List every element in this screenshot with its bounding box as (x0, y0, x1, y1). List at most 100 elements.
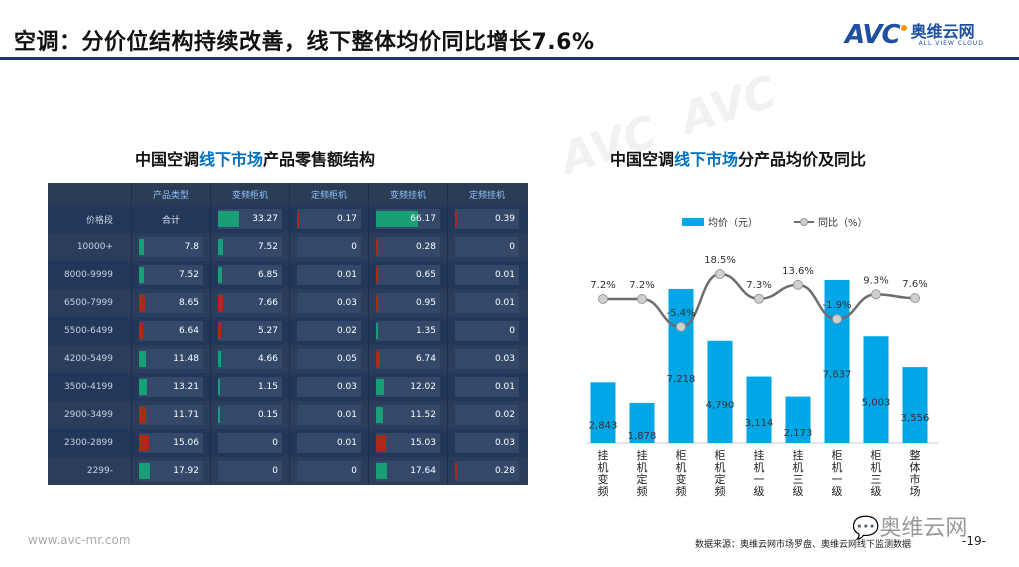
cell-value: 0.02 (336, 326, 357, 336)
price-band-label: 价格段 (85, 215, 113, 226)
wechat-watermark: 💬奥维云网 (852, 516, 968, 541)
cell-value: 0.05 (336, 354, 357, 364)
yoy-point (676, 321, 686, 332)
logo-mark: AVC (845, 20, 901, 50)
logo-cn: 奥维云网 (910, 21, 975, 41)
cell-value: 0.03 (336, 298, 357, 308)
column-header: 定频柜机 (289, 183, 368, 205)
logo-dot (900, 25, 907, 31)
table-row: 2900-3499 11.71 0.15 0.01 11.52 0.02 (48, 401, 528, 429)
table-cell: 11.71 (139, 405, 203, 425)
cell-value: 11.52 (410, 410, 436, 420)
cell-value: 0 (351, 242, 357, 252)
table-cell: 0.03 (297, 377, 361, 397)
table-cell: 13.21 (139, 377, 203, 397)
bar (863, 336, 889, 443)
category-label: 整体市场 (910, 448, 921, 498)
bar (785, 396, 811, 443)
share-bar (218, 379, 220, 395)
cell-value: 13.21 (173, 382, 199, 392)
cell-value: 0.01 (336, 270, 357, 280)
table-row: 2299- 17.92 0 0 17.64 0.28 (48, 457, 528, 485)
yoy-point (910, 293, 920, 304)
cell-value: 7.8 (184, 242, 199, 252)
table-cell: 0 (297, 461, 361, 481)
share-bar (376, 211, 419, 227)
price-band-label: 2300-2899 (63, 438, 113, 448)
table-row: 10000+ 7.8 7.52 0 0.28 0 (48, 233, 528, 261)
table-cell: 0.02 (455, 405, 519, 425)
cell-value: 0.28 (494, 466, 515, 476)
table-cell: 7.52 (139, 265, 203, 285)
column-header: 定频挂机 (447, 183, 526, 205)
bar-value-label: 3,556 (901, 413, 930, 424)
share-bar (218, 407, 220, 423)
table-cell: 15.06 (139, 433, 203, 453)
cell-value: 1.15 (257, 382, 278, 392)
table-cell: 6.74 (376, 349, 440, 369)
price-yoy-chart: 均价（元） 同比（%） 2,843 挂机变频 1,878 挂机定频 7,218 柜机变频 4,7… (586, 217, 938, 498)
cell-value: 0.03 (494, 438, 515, 448)
price-band-label: 10000+ (76, 242, 113, 252)
category-label: 挂机三级 (793, 448, 804, 498)
yoy-label: 7.6% (902, 279, 927, 290)
cell-value: 8.65 (178, 298, 199, 308)
page-number: -19- (962, 534, 986, 548)
table-cell: 12.02 (376, 377, 440, 397)
avc-logo: AVC 奥维云网 ALL VIEW CLOUD (845, 20, 984, 50)
share-bar (376, 239, 378, 255)
table-cell: 11.52 (376, 405, 440, 425)
bar (590, 382, 616, 443)
header-divider (0, 57, 1019, 60)
bar-value-label: 3,114 (745, 418, 774, 429)
share-bar (139, 463, 151, 479)
cell-value: 0 (509, 242, 515, 252)
price-band-label: 2900-3499 (63, 410, 113, 420)
category-label: 柜机三级 (871, 449, 882, 498)
bar (629, 402, 655, 443)
cell-value: 7.52 (257, 242, 278, 252)
bar (902, 367, 928, 443)
cell-value: 0.17 (336, 214, 357, 224)
share-bar (218, 211, 240, 227)
yoy-label: 7.2% (590, 280, 615, 291)
table-row: 3500-4199 13.21 1.15 0.03 12.02 0.01 (48, 373, 528, 401)
cell-value: 17.64 (410, 466, 436, 476)
share-bar (376, 379, 384, 395)
cell-value: 0 (272, 466, 278, 476)
bar-value-label: 5,003 (862, 398, 891, 409)
share-bar (139, 267, 144, 283)
share-bar (139, 239, 144, 255)
bar (668, 288, 694, 443)
table-title-post: 产品零售额结构 (263, 150, 376, 169)
price-band-label: 8000-9999 (63, 270, 113, 280)
share-bar (297, 211, 299, 227)
table-cell: 5.27 (218, 321, 282, 341)
column-header: 变频柜机 (210, 183, 289, 205)
table-cell: 0.01 (297, 405, 361, 425)
table-cell: 15.03 (376, 433, 440, 453)
retail-structure-table: 产品类型 变频柜机 定频柜机 变频挂机 定频挂机 价格段 合计 33.27 0.17 66.17 0… (48, 183, 528, 485)
cell-value: 0.01 (494, 298, 515, 308)
category-label: 柜机定频 (715, 449, 726, 498)
bar (707, 340, 733, 443)
data-source: 数据来源：奥维云网市场罗盘、奥维云网线下监测数据 (695, 540, 912, 550)
share-bar (455, 211, 457, 227)
table-cell: 33.27 (218, 209, 282, 229)
cell-value: 0.28 (415, 242, 436, 252)
share-bar (376, 295, 378, 311)
yoy-point (754, 293, 764, 304)
cell-value: 15.06 (173, 438, 199, 448)
table-title: 中国空调线下市场产品零售额结构 (135, 146, 375, 170)
table-cell: 0.95 (376, 293, 440, 313)
chart-title-highlight: 线下市场 (674, 150, 739, 169)
footer-url[interactable]: www.avc-mr.com (28, 533, 131, 547)
yoy-point (598, 294, 608, 304)
yoy-point (637, 294, 647, 304)
cell-value: 6.64 (178, 326, 199, 336)
table-cell: 0 (218, 461, 282, 481)
table-cell: 0.02 (297, 321, 361, 341)
table-row: 4200-5499 11.48 4.66 0.05 6.74 0.03 (48, 345, 528, 373)
table-cell: 8.65 (139, 293, 203, 313)
table-cell: 0.17 (297, 209, 361, 229)
